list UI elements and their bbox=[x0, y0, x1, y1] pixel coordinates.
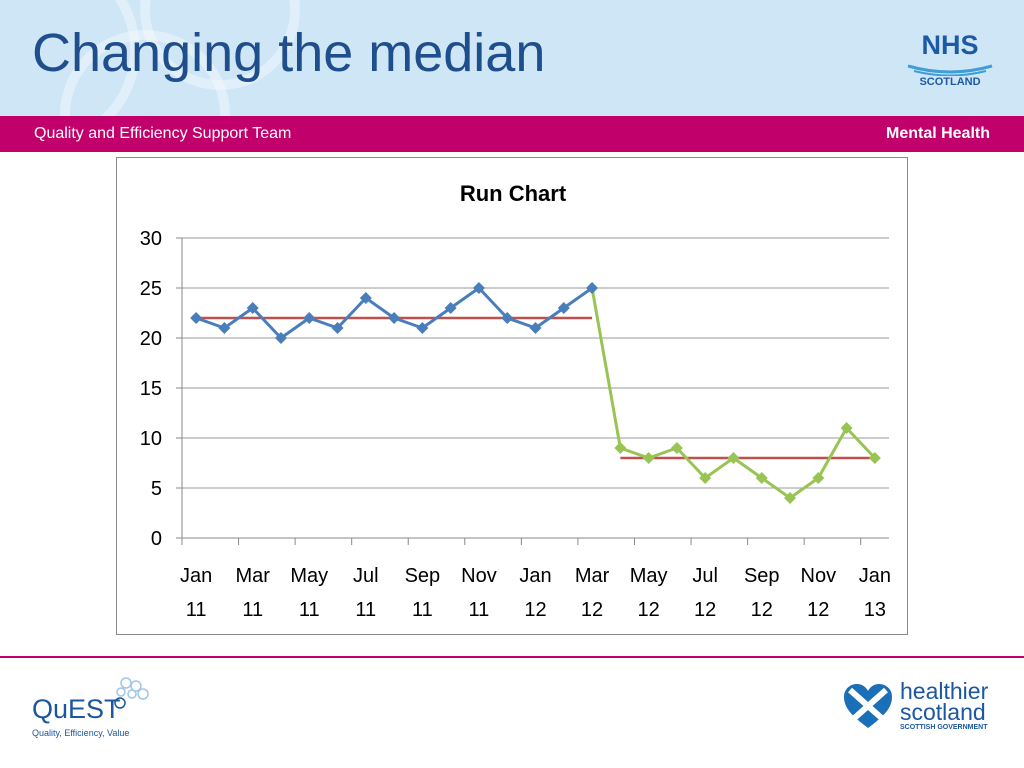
y-tick-label: 0 bbox=[151, 528, 162, 550]
x-tick-label: 13 bbox=[864, 599, 886, 621]
x-tick-label: Nov bbox=[461, 565, 497, 587]
nhs-swoosh-icon bbox=[907, 64, 993, 76]
x-tick-label: May bbox=[290, 565, 328, 587]
nhs-logo-subtext: SCOTLAND bbox=[919, 76, 981, 88]
data-point bbox=[812, 472, 825, 484]
y-tick-label: 5 bbox=[151, 478, 162, 500]
data-point bbox=[501, 312, 514, 324]
header-band: Changing the median NHS SCOTLAND bbox=[0, 0, 1024, 116]
data-point bbox=[331, 322, 344, 334]
data-point bbox=[557, 302, 570, 314]
team-name: Quality and Efficiency Support Team bbox=[34, 125, 292, 142]
saltire-heart-icon bbox=[844, 684, 892, 728]
data-point bbox=[614, 442, 627, 454]
x-tick-label: 11 bbox=[299, 599, 320, 621]
data-point bbox=[303, 312, 316, 324]
y-tick-label: 30 bbox=[140, 228, 162, 250]
nhs-scotland-logo: NHS SCOTLAND bbox=[904, 30, 996, 92]
x-tick-label: Mar bbox=[575, 565, 610, 587]
x-tick-label: 11 bbox=[469, 599, 490, 621]
healthier-scotland-logo: healthier scotland SCOTTISH GOVERNMENT bbox=[842, 680, 1002, 740]
quest-logo: QuEST Quality, Efficiency, Value bbox=[32, 676, 172, 742]
run-chart: 0 5 10 15 20 25 30 Jan 11 Mar 11 May 11 Jul 11 Sep 11 Nov… bbox=[116, 157, 908, 635]
marker-layer bbox=[190, 282, 881, 504]
x-tick-label: 11 bbox=[355, 599, 376, 621]
x-tick-label: Sep bbox=[744, 565, 780, 587]
series-layer bbox=[195, 286, 876, 500]
nhs-logo-text: NHS bbox=[921, 30, 979, 60]
data-point bbox=[868, 452, 881, 464]
section-bar: Quality and Efficiency Support Team Ment… bbox=[0, 116, 1024, 152]
data-point bbox=[246, 302, 259, 314]
data-point bbox=[190, 312, 203, 324]
data-point bbox=[218, 322, 231, 334]
scotland-text: scotland bbox=[900, 699, 986, 725]
data-point bbox=[444, 302, 457, 314]
x-tick-label: 11 bbox=[412, 599, 433, 621]
data-point bbox=[388, 312, 401, 324]
x-tick-label: Jan bbox=[519, 565, 551, 587]
axis-layer bbox=[176, 237, 889, 545]
x-tick-label: 12 bbox=[524, 599, 546, 621]
y-tick-label: 25 bbox=[140, 278, 162, 300]
data-point bbox=[670, 442, 683, 454]
y-tick-label: 10 bbox=[140, 428, 162, 450]
x-tick-label: 12 bbox=[637, 599, 659, 621]
x-tick-label: 12 bbox=[807, 599, 829, 621]
x-tick-label: Jul bbox=[353, 565, 379, 587]
data-point bbox=[727, 452, 740, 464]
x-tick-label: Sep bbox=[405, 565, 441, 587]
data-point bbox=[359, 292, 372, 304]
grid-layer bbox=[182, 237, 889, 489]
data-point bbox=[529, 322, 542, 334]
series-line-1 bbox=[590, 287, 876, 500]
quest-logo-name: QuEST bbox=[32, 694, 121, 724]
x-tick-label: Jan bbox=[859, 565, 891, 587]
data-point bbox=[586, 282, 599, 294]
data-point bbox=[699, 472, 712, 484]
x-tick-label: 11 bbox=[186, 599, 207, 621]
quest-logo-tagline: Quality, Efficiency, Value bbox=[32, 728, 130, 738]
data-point bbox=[840, 422, 853, 434]
data-point bbox=[755, 472, 768, 484]
y-tick-label: 20 bbox=[140, 328, 162, 350]
x-tick-label: Nov bbox=[801, 565, 837, 587]
data-point bbox=[274, 332, 287, 344]
chart-title: Run Chart bbox=[460, 181, 567, 206]
data-point bbox=[642, 452, 655, 464]
x-tick-label: 12 bbox=[581, 599, 603, 621]
section-name: Mental Health bbox=[885, 125, 990, 142]
x-tick-label: 11 bbox=[242, 599, 263, 621]
x-tick-label: Mar bbox=[235, 565, 270, 587]
bubbles-icon bbox=[114, 677, 149, 709]
footer-divider bbox=[0, 656, 1024, 658]
x-tick-label: Jul bbox=[692, 565, 718, 587]
scottish-government-text: SCOTTISH GOVERNMENT bbox=[900, 724, 988, 731]
chart-svg: 0 5 10 15 20 25 30 Jan 11 Mar 11 May 11 Jul 11 Sep 11 Nov… bbox=[140, 181, 891, 621]
slide-title: Changing the median bbox=[32, 23, 546, 83]
x-tick-label: May bbox=[630, 565, 668, 587]
x-tick-label: 12 bbox=[751, 599, 773, 621]
label-layer: 0 5 10 15 20 25 30 Jan 11 Mar 11 May 11 Jul 11 Sep 11 Nov… bbox=[140, 228, 891, 621]
data-point bbox=[784, 492, 797, 504]
x-tick-label: 12 bbox=[694, 599, 716, 621]
x-tick-label: Jan bbox=[180, 565, 212, 587]
data-point bbox=[416, 322, 429, 334]
y-tick-label: 15 bbox=[140, 378, 162, 400]
healthier-text: healthier bbox=[900, 678, 989, 704]
data-point bbox=[472, 282, 485, 294]
